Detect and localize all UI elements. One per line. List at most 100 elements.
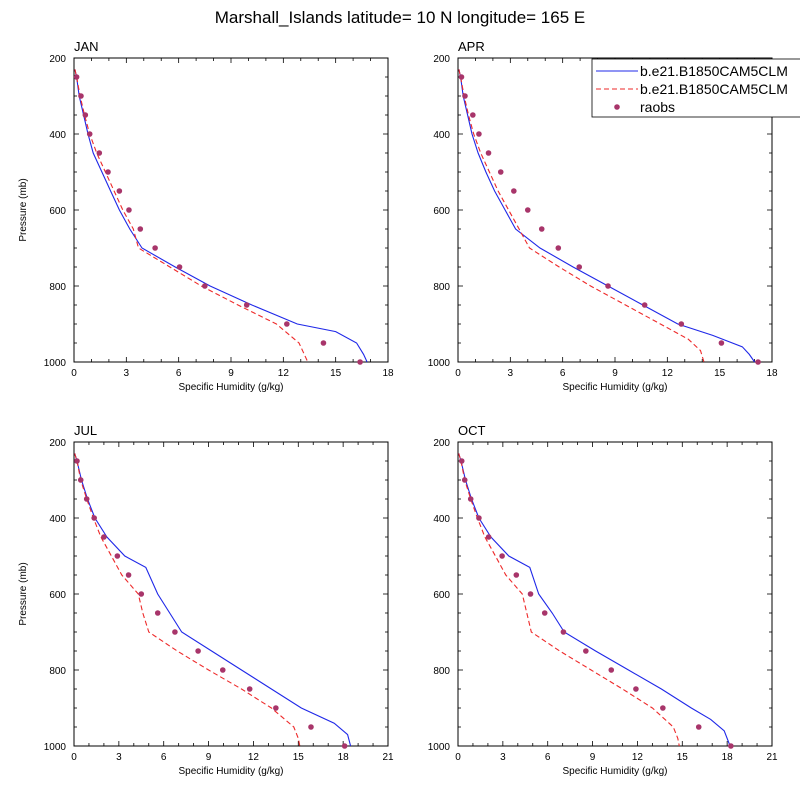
raobs-point [583, 648, 589, 654]
raobs-series [74, 458, 348, 749]
raobs-point [101, 534, 107, 540]
x-axis-label: Specific Humidity (g/kg) [562, 382, 667, 393]
raobs-point [357, 359, 363, 365]
raobs-point [83, 496, 90, 502]
raobs-point [678, 321, 685, 327]
raobs-point [462, 93, 468, 99]
x-tick-label: 18 [766, 368, 778, 379]
raobs-point [320, 340, 327, 346]
raobs-point [560, 629, 567, 635]
raobs-point [125, 572, 132, 578]
panel-jul: 0 3 6 9 12 15 18 21 200 400 600 800 1000 JUL Specific … [18, 423, 394, 777]
panel-title: OCT [458, 423, 486, 438]
raobs-point [96, 150, 103, 156]
raobs-point [176, 264, 183, 270]
y-tick-label: 400 [49, 130, 66, 141]
raobs-series [458, 458, 734, 749]
model-dashed-line [74, 69, 309, 363]
panel-title: APR [458, 39, 485, 54]
x-tick-label: 9 [228, 368, 234, 379]
x-tick-label: 0 [71, 368, 77, 379]
panel-apr: 0 3 6 9 12 15 18 200 400 600 800 1000 APR Specific Hu… [428, 39, 778, 393]
raobs-point [74, 458, 80, 464]
y-tick-label: 800 [433, 666, 450, 677]
raobs-point [341, 743, 348, 749]
raobs-point [284, 321, 290, 327]
x-tick-label: 6 [545, 752, 551, 763]
y-tick-label: 200 [49, 438, 66, 449]
raobs-point [497, 169, 504, 175]
raobs-point [73, 74, 80, 80]
y-tick-label: 600 [49, 206, 66, 217]
y-tick-label: 800 [49, 666, 66, 677]
y-tick-label: 800 [49, 282, 66, 293]
model-dashed-line [458, 453, 680, 747]
raobs-point [476, 131, 482, 137]
y-tick-label: 1000 [44, 742, 67, 753]
x-tick-label: 15 [677, 752, 689, 763]
raobs-point [467, 496, 474, 502]
raobs-point [195, 648, 201, 654]
raobs-point [126, 207, 132, 213]
panel-title: JUL [74, 423, 97, 438]
raobs-point [541, 610, 548, 616]
raobs-point [718, 340, 725, 346]
raobs-point [77, 477, 84, 483]
plot-frame [73, 441, 389, 747]
x-tick-label: 3 [116, 752, 122, 763]
y-tick-label: 200 [433, 54, 450, 65]
x-tick-label: 18 [338, 752, 350, 763]
raobs-point [755, 359, 761, 365]
panel-jan: 0 3 6 9 12 15 18 200 400 600 800 1000 JAN Specific Hu… [18, 39, 394, 393]
legend-label: b.e21.B1850CAM5CLM [640, 81, 788, 97]
raobs-point [308, 724, 314, 730]
x-tick-label: 15 [330, 368, 342, 379]
raobs-point [538, 226, 545, 232]
raobs-point [82, 112, 89, 118]
raobs-point [476, 515, 482, 521]
raobs-point [695, 724, 702, 730]
panel-title: JAN [74, 39, 99, 54]
x-tick-label: 18 [722, 752, 734, 763]
legend-label: b.e21.B1850CAM5CLM [640, 63, 788, 79]
figure-title: Marshall_Islands latitude= 10 N longitud… [215, 8, 585, 27]
y-tick-label: 400 [49, 514, 66, 525]
raobs-point [527, 591, 534, 597]
raobs-point [202, 283, 208, 289]
raobs-point [555, 245, 562, 251]
raobs-point [511, 188, 517, 194]
plot-frame [457, 441, 773, 747]
x-tick-label: 9 [612, 368, 618, 379]
x-tick-label: 6 [176, 368, 182, 379]
model-solid-line [74, 453, 352, 747]
raobs-point [576, 264, 583, 270]
raobs-point [114, 553, 121, 559]
x-tick-label: 12 [632, 752, 644, 763]
raobs-point [485, 150, 492, 156]
legend-label: raobs [640, 99, 675, 115]
raobs-point [458, 458, 465, 464]
x-tick-label: 0 [71, 752, 77, 763]
y-tick-label: 800 [433, 282, 450, 293]
y-axis-label: Pressure (mb) [18, 562, 29, 625]
model-solid-line [74, 69, 368, 363]
raobs-point [105, 169, 111, 175]
y-axis-label: Pressure (mb) [18, 178, 29, 241]
y-tick-label: 600 [433, 590, 450, 601]
x-tick-label: 12 [248, 752, 260, 763]
raobs-point [137, 226, 144, 232]
raobs-point [116, 188, 123, 194]
raobs-point [485, 534, 492, 540]
raobs-point [513, 572, 520, 578]
raobs-point [154, 610, 161, 616]
x-axis-label: Specific Humidity (g/kg) [562, 766, 667, 777]
panels: 0 3 6 9 12 15 18 200 400 600 800 1000 JAN Specific Hu… [18, 39, 778, 777]
y-tick-label: 1000 [428, 742, 451, 753]
x-tick-label: 3 [500, 752, 506, 763]
raobs-point [138, 591, 145, 597]
y-tick-label: 600 [49, 590, 66, 601]
y-tick-label: 200 [49, 54, 66, 65]
plot-frame [73, 57, 389, 363]
raobs-point [461, 477, 468, 483]
raobs-point [91, 515, 97, 521]
